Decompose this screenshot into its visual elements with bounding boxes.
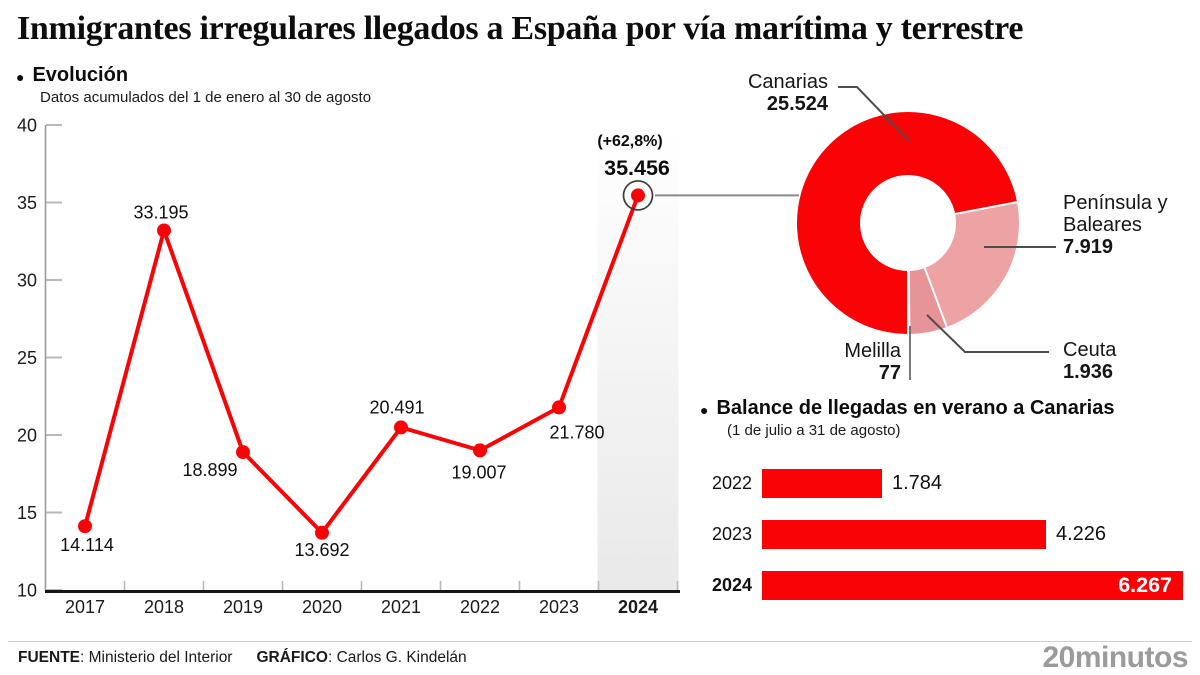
- x-axis-label: 2021: [381, 597, 421, 617]
- data-point: [157, 223, 171, 238]
- bar-value-label: 4.226: [1056, 523, 1107, 545]
- bar-2023: [762, 520, 1046, 549]
- bullet-icon: ●: [16, 68, 25, 85]
- point-value-label: 20.491: [369, 397, 424, 417]
- y-axis-label: 15: [17, 503, 37, 523]
- bar-row-2024: 2024 6.267: [690, 571, 1200, 600]
- bar-2024: 6.267: [762, 571, 1183, 600]
- data-point: [236, 445, 250, 460]
- donut-segment-name: Canarias: [747, 71, 828, 93]
- source-label: FUENTE: [18, 649, 80, 666]
- donut-segment-value: 25.524: [766, 93, 828, 115]
- x-axis-label: 2019: [223, 597, 263, 617]
- point-value-label: 21.780: [549, 422, 604, 442]
- donut-label-melilla: Melilla 77: [760, 340, 901, 384]
- bar-value-label: 1.784: [892, 472, 943, 494]
- evolution-section-header: ● Evolución: [16, 64, 128, 87]
- donut-leader-line-ceuta: [926, 314, 1049, 353]
- highlight-band-2024: [597, 128, 679, 590]
- data-point: [631, 188, 645, 203]
- bar-2022: [762, 469, 882, 498]
- footer-credits: FUENTE: Ministerio del Interior GRÁFICO: …: [18, 649, 467, 667]
- donut-segment-name: Ceuta: [1063, 339, 1117, 361]
- brand-logo: 20minutos: [1042, 641, 1188, 674]
- donut-separator: [907, 269, 911, 336]
- credit-label: GRÁFICO: [256, 649, 328, 666]
- point-value-label: 14.114: [60, 535, 114, 555]
- source-text: : Ministerio del Interior: [80, 649, 233, 666]
- y-axis-label: 40: [17, 116, 37, 136]
- donut-label-canarias: Canarias 25.524: [688, 71, 828, 115]
- x-axis-label: 2024: [618, 597, 658, 617]
- donut-segment-name: Melilla: [844, 340, 901, 362]
- evolution-subtitle: Datos acumulados del 1 de enero al 30 de…: [40, 89, 372, 106]
- highlight-ring: [622, 180, 654, 211]
- y-axis-label: 35: [17, 193, 37, 213]
- point-value-label: 19.007: [451, 462, 506, 482]
- donut-leader-line-canarias: [838, 86, 910, 142]
- balance-title: Balance de llegadas en verano a Canarias: [716, 397, 1115, 419]
- y-axis-label: 10: [17, 581, 37, 601]
- bar-year-label: 2022: [711, 473, 752, 493]
- donut-segment-melilla: [908, 270, 910, 334]
- data-point: [78, 519, 92, 534]
- y-axis-label: 20: [17, 426, 37, 446]
- point-value-label: 33.195: [133, 202, 188, 222]
- y-axis-label: 30: [17, 271, 37, 291]
- evolution-title: Evolución: [32, 64, 129, 86]
- balance-subtitle: (1 de julio a 31 de agosto): [727, 422, 901, 439]
- evolution-line: [83, 193, 640, 535]
- donut-segment-value: 1.936: [1063, 361, 1114, 383]
- donut-segment-ceuta: [908, 267, 947, 334]
- donut-segment-canarias: [797, 112, 1018, 334]
- highlight-pct-label: (+62,8%): [597, 133, 662, 150]
- footer-divider: [8, 641, 1192, 642]
- data-point: [315, 525, 329, 540]
- data-point: [394, 420, 408, 435]
- bar-row-2023: 2023 4.226: [690, 520, 1200, 549]
- highlight-value-label: 35.456: [604, 156, 670, 180]
- bar-year-label: 2023: [711, 524, 752, 544]
- bullet-icon: ●: [700, 401, 709, 418]
- donut-label-peninsula-baleares: Península y Baleares 7.919: [1063, 192, 1181, 258]
- balance-section-header: ● Balance de llegadas en verano a Canari…: [700, 397, 1114, 420]
- donut-separator: [923, 266, 949, 329]
- x-axis-label: 2023: [539, 597, 579, 617]
- x-axis-label: 2018: [144, 597, 184, 617]
- x-axis-label: 2020: [302, 597, 342, 617]
- credit-text: : Carlos G. Kindelán: [327, 649, 467, 666]
- data-point: [552, 400, 566, 415]
- donut-segment-peninsula-baleares: [924, 202, 1020, 328]
- donut-segment-name: Península y Baleares: [1063, 192, 1168, 236]
- y-axis-label: 25: [17, 348, 37, 368]
- bar-row-2022: 2022 1.784: [690, 469, 1200, 498]
- point-value-label: 18.899: [182, 460, 237, 480]
- data-point: [473, 443, 487, 458]
- point-value-label: 13.692: [294, 540, 349, 560]
- bar-year-label: 2024: [711, 575, 752, 595]
- bar-value-label: 6.267: [1118, 573, 1172, 597]
- donut-segment-value: 7.919: [1063, 236, 1114, 258]
- page-title: Inmigrantes irregulares llegados a Españ…: [17, 10, 1024, 47]
- x-axis-label: 2017: [65, 597, 105, 617]
- donut-separator: [953, 200, 1019, 216]
- donut-segment-value: 77: [878, 362, 901, 384]
- x-axis-label: 2022: [460, 597, 500, 617]
- donut-label-ceuta: Ceuta 1.936: [1063, 339, 1183, 383]
